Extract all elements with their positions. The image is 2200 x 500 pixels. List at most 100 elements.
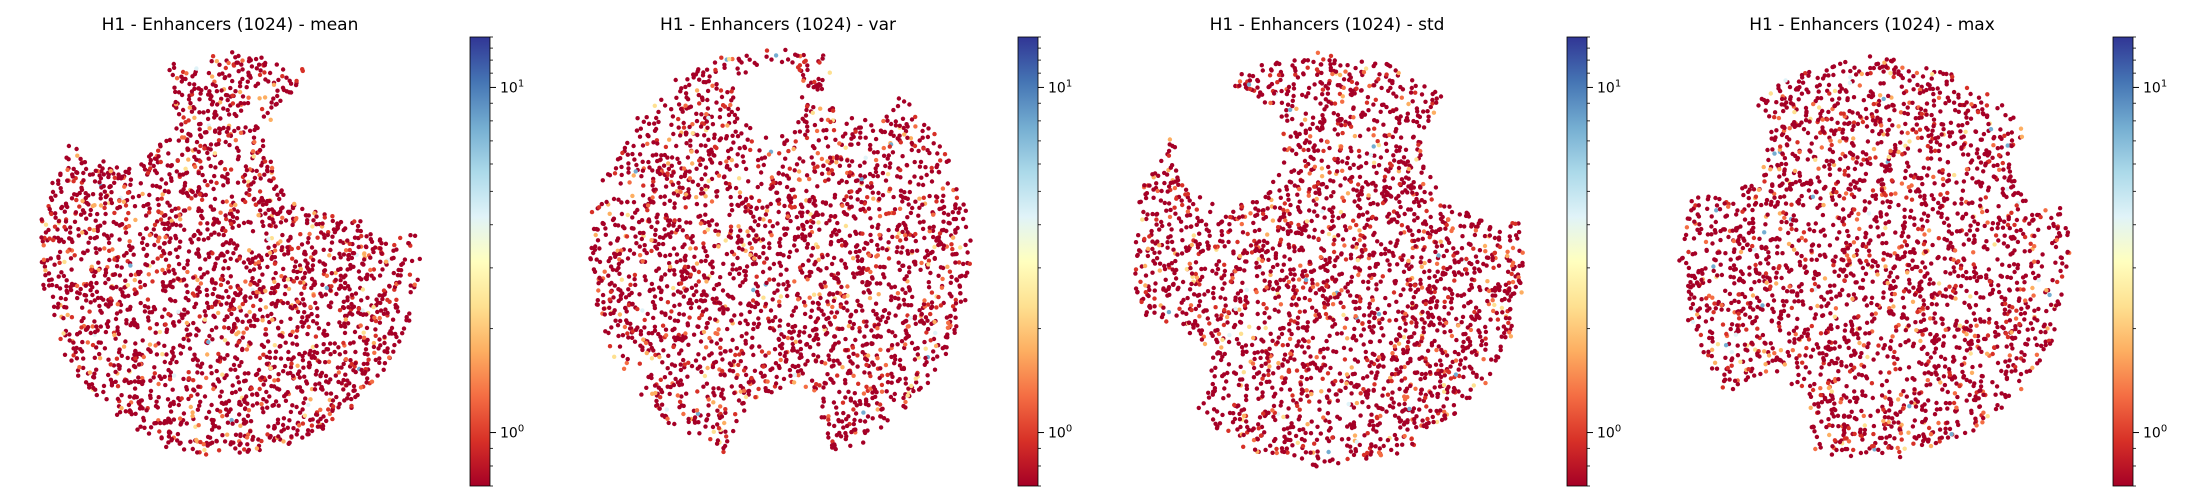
- scatter-point: [392, 342, 397, 348]
- scatter-point: [797, 355, 802, 361]
- scatter-point: [124, 250, 129, 256]
- scatter-point: [666, 353, 671, 358]
- scatter-point: [844, 121, 849, 127]
- scatter-point: [729, 109, 734, 115]
- scatter-point: [923, 165, 928, 170]
- scatter-point: [215, 102, 220, 107]
- scatter-point: [703, 345, 709, 350]
- scatter-point: [193, 147, 198, 152]
- scatter-point: [145, 170, 151, 175]
- scatter-point: [891, 133, 896, 138]
- scatter-point: [378, 300, 383, 306]
- scatter-point: [751, 287, 756, 293]
- scatter-point: [168, 236, 173, 241]
- scatter-point: [123, 230, 129, 235]
- scatter-point: [400, 331, 405, 336]
- scatter-point: [718, 107, 723, 112]
- scatter-point: [300, 68, 305, 74]
- scatter-point: [95, 211, 100, 217]
- scatter-point: [221, 253, 226, 258]
- scatter-point: [348, 341, 353, 346]
- scatter-point: [298, 280, 303, 285]
- scatter-point: [173, 236, 179, 241]
- scatter-point: [182, 307, 187, 312]
- scatter-point: [216, 351, 221, 357]
- scatter-point: [41, 282, 46, 288]
- scatter-point: [603, 232, 608, 237]
- scatter-point: [884, 389, 889, 394]
- scatter-point: [745, 137, 750, 142]
- scatter-point: [283, 363, 288, 369]
- scatter-point: [789, 313, 795, 318]
- scatter-point: [256, 62, 262, 67]
- scatter-point: [209, 74, 215, 79]
- scatter-point: [334, 394, 339, 400]
- scatter-point: [869, 123, 874, 128]
- scatter-point: [300, 407, 305, 412]
- scatter-point: [114, 221, 119, 226]
- scatter-point: [720, 123, 725, 128]
- scatter-point: [729, 318, 734, 323]
- scatter-point: [278, 343, 283, 349]
- scatter-point: [807, 199, 812, 204]
- scatter-point: [887, 144, 892, 149]
- scatter-point: [742, 268, 747, 274]
- scatter-point: [809, 270, 814, 275]
- scatter-point: [944, 315, 950, 320]
- scatter-point: [104, 397, 109, 402]
- scatter-point: [243, 164, 249, 169]
- scatter-point: [671, 191, 677, 196]
- scatter-point: [228, 167, 234, 172]
- scatter-point: [629, 335, 635, 340]
- scatter-point: [336, 405, 341, 410]
- scatter-point: [312, 211, 317, 216]
- scatter-point: [684, 141, 689, 146]
- scatter-point: [875, 174, 880, 179]
- scatter-point: [957, 274, 963, 279]
- scatter-point: [855, 364, 860, 369]
- scatter-point: [913, 321, 918, 326]
- scatter-point: [708, 437, 713, 442]
- scatter-point: [381, 367, 386, 372]
- scatter-point: [796, 373, 801, 378]
- scatter-point: [798, 368, 804, 373]
- scatter-point: [144, 408, 149, 413]
- scatter-point: [713, 67, 718, 73]
- scatter-point: [208, 142, 214, 147]
- scatter-point: [246, 59, 252, 64]
- scatter-point: [203, 192, 208, 198]
- scatter-point: [760, 269, 766, 275]
- scatter-point: [140, 338, 145, 343]
- scatter-point: [152, 421, 157, 426]
- scatter-point: [910, 205, 915, 211]
- scatter-point: [683, 205, 688, 210]
- scatter-point: [736, 71, 741, 76]
- scatter-point: [618, 156, 623, 161]
- scatter-point: [843, 223, 849, 229]
- scatter-point: [43, 268, 48, 273]
- scatter-point: [182, 208, 188, 213]
- scatter-point: [117, 237, 122, 242]
- scatter-point: [141, 203, 146, 209]
- scatter-point: [627, 292, 632, 298]
- scatter-point: [365, 272, 370, 277]
- scatter-point: [343, 317, 348, 322]
- scatter-point: [221, 401, 226, 406]
- scatter-point: [230, 421, 235, 426]
- scatter-point: [640, 308, 645, 313]
- scatter-point: [705, 97, 710, 103]
- scatter-point: [235, 209, 240, 214]
- scatter-point: [883, 362, 889, 368]
- scatter-point: [688, 138, 693, 143]
- scatter-point: [236, 286, 242, 291]
- scatter-point: [253, 56, 259, 62]
- scatter-point: [174, 126, 179, 131]
- scatter-point: [709, 218, 715, 223]
- scatter-point: [226, 409, 231, 415]
- scatter-point: [813, 319, 818, 325]
- scatter-point: [302, 320, 307, 325]
- scatter-point: [793, 305, 799, 310]
- scatter-point: [777, 327, 783, 332]
- scatter-point: [87, 172, 93, 177]
- scatter-point: [735, 134, 741, 139]
